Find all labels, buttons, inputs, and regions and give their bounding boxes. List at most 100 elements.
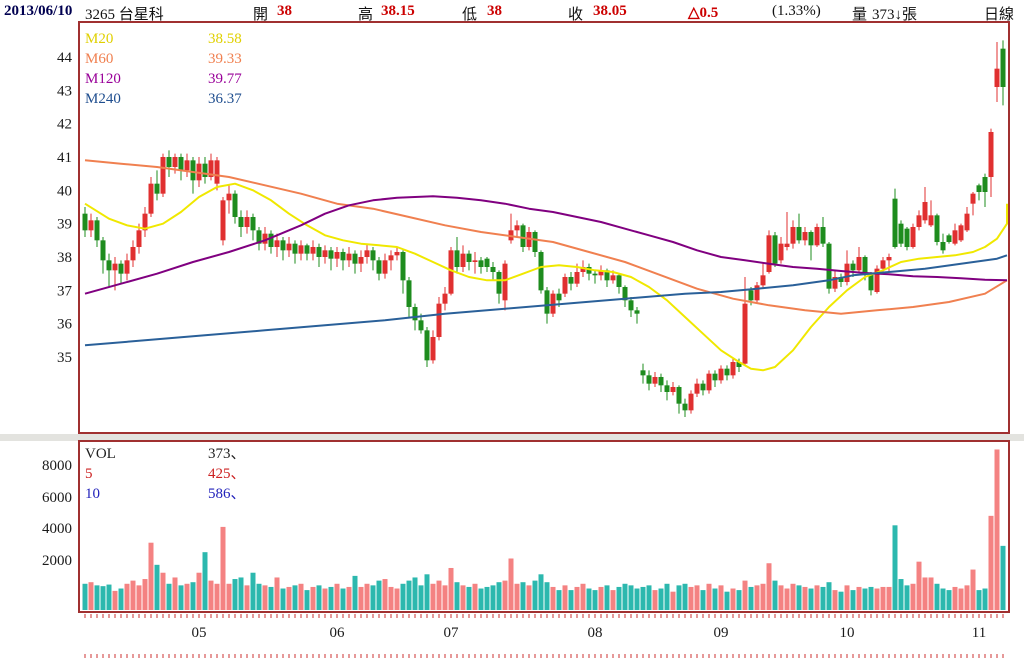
date-tick xyxy=(534,614,536,618)
date-tick xyxy=(948,654,950,658)
date-tick xyxy=(276,654,278,658)
date-tick xyxy=(414,614,416,618)
date-tick xyxy=(186,614,188,618)
date-tick xyxy=(330,654,332,658)
candle-body xyxy=(910,226,916,247)
date-tick xyxy=(942,614,944,618)
date-tick xyxy=(270,614,272,618)
candle-body xyxy=(664,385,670,392)
vol-legend-label: 5 xyxy=(85,466,93,482)
date-tick xyxy=(996,614,998,618)
volume-bar xyxy=(112,590,118,610)
volume-axis-label: 2000 xyxy=(42,553,72,569)
date-tick xyxy=(492,614,494,618)
panel-splitter xyxy=(0,434,1024,441)
volume-bar xyxy=(460,585,466,610)
candle-body xyxy=(880,260,886,269)
date-tick xyxy=(396,614,398,618)
volume-bar xyxy=(568,590,574,610)
date-tick xyxy=(228,654,230,658)
volume-bar xyxy=(256,583,262,610)
volume-bar xyxy=(406,580,412,610)
candle-body xyxy=(358,256,364,264)
candle-body xyxy=(676,386,682,404)
candle-body xyxy=(190,160,196,181)
date-tick xyxy=(684,614,686,618)
candle-body xyxy=(844,263,850,282)
date-tick xyxy=(888,654,890,658)
date-tick xyxy=(636,654,638,658)
date-tick xyxy=(708,654,710,658)
volume-bar xyxy=(760,583,766,610)
volume-bar xyxy=(532,580,538,610)
date-tick xyxy=(696,654,698,658)
volume-bar xyxy=(394,588,400,610)
date-tick xyxy=(126,654,128,658)
volume-bar xyxy=(544,582,550,610)
date-tick xyxy=(960,614,962,618)
date-tick xyxy=(672,614,674,618)
date-tick xyxy=(450,654,452,658)
date-tick xyxy=(810,654,812,658)
volume-bar xyxy=(88,582,94,610)
date-tick xyxy=(630,614,632,618)
volume-bar xyxy=(502,580,508,610)
candle-body xyxy=(142,213,148,231)
date-tick xyxy=(624,654,626,658)
volume-bar xyxy=(268,586,274,610)
volume-bar xyxy=(958,588,964,610)
candle-body xyxy=(148,183,154,214)
candle-body xyxy=(946,235,952,242)
candle-body xyxy=(166,156,172,167)
date-tick xyxy=(270,654,272,658)
date-tick xyxy=(576,614,578,618)
candle-body xyxy=(712,373,718,381)
candle-body xyxy=(106,260,112,271)
price-axis-label: 37 xyxy=(57,283,73,299)
candle-body xyxy=(766,235,772,272)
volume-bar xyxy=(634,588,640,610)
volume-bar xyxy=(364,583,370,610)
date-tick xyxy=(360,654,362,658)
volume-bar xyxy=(178,585,184,610)
volume-bar xyxy=(94,585,100,610)
date-tick xyxy=(882,614,884,618)
volume-bar xyxy=(730,588,736,610)
vol-legend-value: 373、 xyxy=(208,446,246,462)
date-tick xyxy=(600,614,602,618)
volume-bar xyxy=(742,580,748,610)
candle-body xyxy=(640,370,646,376)
date-tick xyxy=(138,654,140,658)
date-tick xyxy=(276,614,278,618)
volume-bar xyxy=(472,583,478,610)
vol-legend-value: 586、 xyxy=(208,486,246,502)
date-tick xyxy=(732,654,734,658)
volume-bar xyxy=(292,585,298,610)
volume-bar xyxy=(172,577,178,610)
date-tick xyxy=(708,614,710,618)
date-tick xyxy=(906,614,908,618)
candle-body xyxy=(178,156,184,171)
volume-bar xyxy=(694,585,700,610)
date-tick xyxy=(684,654,686,658)
volume-bar xyxy=(736,590,742,610)
date-tick xyxy=(474,614,476,618)
price-axis-label: 43 xyxy=(57,83,72,99)
date-tick xyxy=(150,614,152,618)
date-tick xyxy=(564,614,566,618)
candle-body xyxy=(670,386,676,392)
close-value: 38.05 xyxy=(593,3,627,19)
date-tick xyxy=(606,614,608,618)
volume-bar xyxy=(526,585,532,610)
date-tick xyxy=(504,654,506,658)
candle-body xyxy=(496,271,502,294)
volume-bar xyxy=(826,582,832,610)
date-tick xyxy=(102,654,104,658)
date-tick xyxy=(354,654,356,658)
volume-bar xyxy=(1000,545,1006,610)
volume-bar xyxy=(748,586,754,610)
candle-body xyxy=(340,251,346,261)
candle-body xyxy=(514,225,520,231)
candle-body xyxy=(160,156,166,194)
